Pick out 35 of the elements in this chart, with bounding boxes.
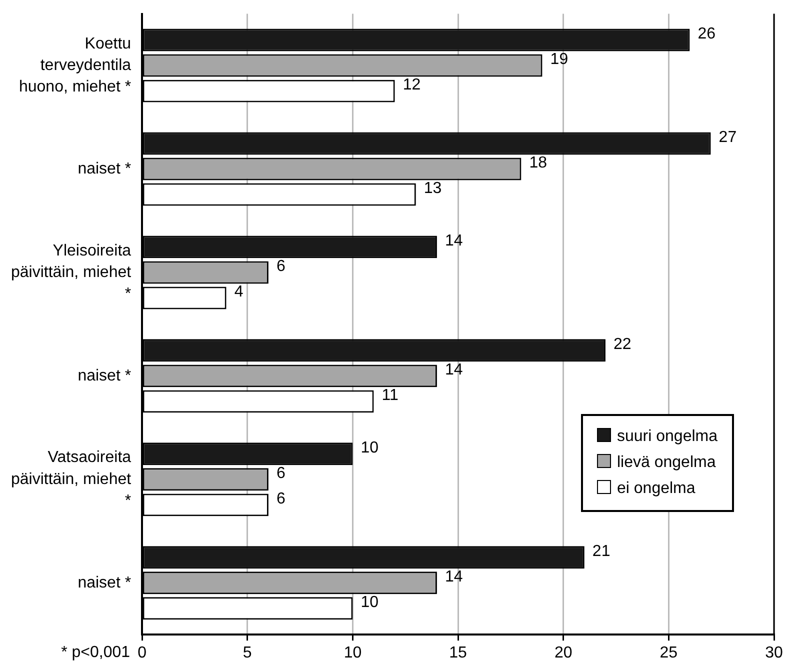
data-label: 10 bbox=[360, 594, 379, 611]
y-tick-label: Vatsaoireita päivittäin, miehet * bbox=[11, 449, 132, 510]
y-tick-label: Koettu terveydentila huono, miehet * bbox=[18, 35, 132, 96]
y-tick-label: Yleisoireita päivittäin, miehet * bbox=[11, 242, 132, 302]
legend-label: lievä ongelma bbox=[616, 453, 717, 474]
data-label: 6 bbox=[276, 258, 286, 275]
data-label: 13 bbox=[424, 180, 442, 197]
legend-label: suuri ongelma bbox=[616, 427, 718, 448]
x-tick-label: 25 bbox=[660, 644, 678, 662]
data-label: 18 bbox=[529, 154, 548, 172]
y-tick-label: naiset * bbox=[78, 367, 132, 384]
text: * p<0,001 bbox=[61, 644, 130, 662]
text: ei ongelma bbox=[616, 479, 696, 500]
data-label: 10 bbox=[360, 439, 379, 456]
data-label: 27 bbox=[718, 128, 737, 146]
x-tick-label: 20 bbox=[554, 644, 572, 662]
x-tick-label: 5 bbox=[242, 644, 252, 662]
data-label: 6 bbox=[276, 490, 286, 508]
data-label: 14 bbox=[444, 361, 463, 378]
data-label: 26 bbox=[698, 25, 716, 42]
x-tick-label: 15 bbox=[449, 644, 468, 662]
data-label: 4 bbox=[234, 283, 244, 300]
data-label: 6 bbox=[276, 464, 286, 482]
x-tick-label: 30 bbox=[765, 644, 783, 662]
x-tick-label: 0 bbox=[138, 644, 147, 662]
data-label: 22 bbox=[613, 336, 632, 353]
data-label: 12 bbox=[402, 76, 421, 94]
x-tick-label: 10 bbox=[344, 644, 362, 662]
data-label: 14 bbox=[444, 568, 463, 586]
y-tick-label: naiset * bbox=[78, 574, 132, 592]
data-label: 11 bbox=[382, 386, 398, 404]
y-tick-label: naiset * bbox=[78, 160, 132, 178]
data-label: 14 bbox=[444, 232, 463, 250]
data-label: 19 bbox=[550, 50, 568, 68]
data-label: 21 bbox=[592, 542, 610, 560]
